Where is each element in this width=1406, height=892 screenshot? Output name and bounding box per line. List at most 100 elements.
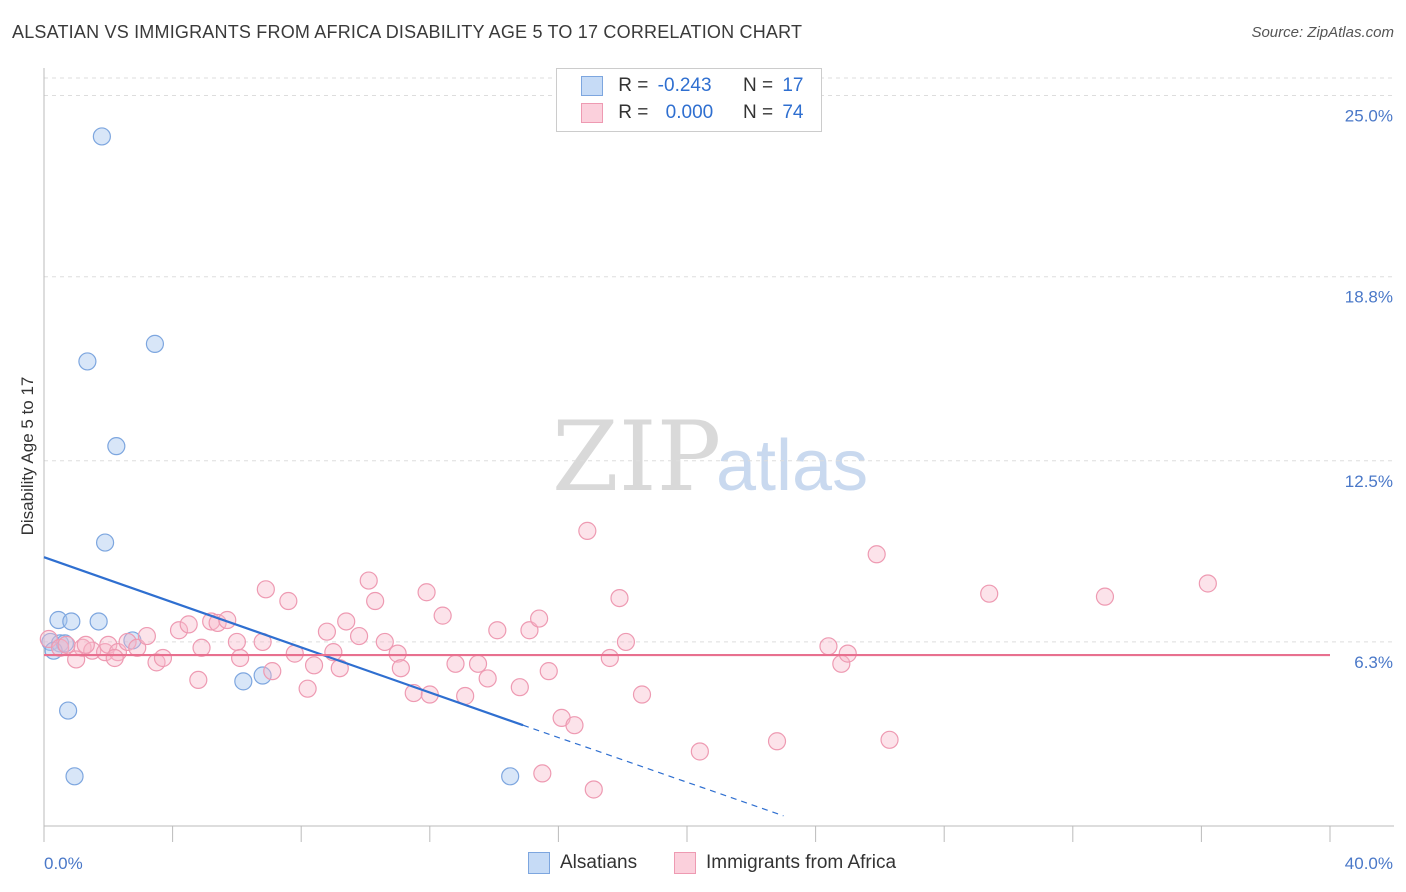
africa-point bbox=[337, 612, 356, 631]
africa-point bbox=[263, 662, 282, 681]
gridlines bbox=[44, 77, 1394, 643]
africa-point bbox=[153, 648, 173, 668]
africa-point bbox=[169, 621, 189, 640]
y-tick-label: 25.0% bbox=[1345, 107, 1393, 126]
africa-point bbox=[838, 644, 857, 663]
legend-n-label: N = bbox=[742, 102, 774, 123]
alsatian-point bbox=[89, 612, 108, 631]
alsatians-trend-extension bbox=[522, 724, 784, 817]
legend-n-label: N = bbox=[742, 75, 774, 96]
africa-point bbox=[359, 571, 378, 590]
watermark-atlas: atlas bbox=[716, 426, 868, 506]
bottom-legend-label: Immigrants from Africa bbox=[706, 852, 897, 874]
africa-point bbox=[867, 545, 886, 564]
africa-point bbox=[539, 662, 558, 681]
africa-point bbox=[67, 650, 86, 669]
africa-point bbox=[433, 606, 452, 625]
legend-r-label: R = bbox=[618, 75, 649, 96]
africa-point bbox=[520, 621, 539, 640]
alsatian-point bbox=[62, 612, 81, 631]
tick-labels: 6.3% 12.5% 18.8% 25.0% 0.0% 40.0% bbox=[44, 107, 1393, 873]
africa-point bbox=[128, 638, 147, 657]
alsatian-point bbox=[145, 334, 165, 353]
africa-point bbox=[366, 591, 385, 611]
bottom-legend-africa: Immigrants from Africa bbox=[674, 852, 896, 874]
chart-title: ALSATIAN VS IMMIGRANTS FROM AFRICA DISAB… bbox=[12, 22, 803, 42]
axes bbox=[43, 68, 1394, 842]
africa-point bbox=[118, 632, 137, 652]
africa-point bbox=[530, 609, 549, 628]
africa-point bbox=[446, 654, 465, 673]
africa-point bbox=[279, 591, 298, 611]
alsatian-point bbox=[59, 701, 78, 720]
africa-point bbox=[349, 626, 369, 646]
bottom-legend-label: Alsatians bbox=[560, 852, 638, 874]
africa-point bbox=[819, 637, 838, 656]
africa-point bbox=[468, 654, 488, 673]
alsatian-point bbox=[95, 533, 115, 552]
africa-point bbox=[304, 656, 324, 675]
africa-point bbox=[533, 764, 552, 783]
africa-point bbox=[565, 716, 584, 735]
legend-swatch-africa bbox=[581, 102, 603, 123]
africa-point bbox=[317, 622, 337, 641]
africa-point bbox=[610, 588, 629, 608]
africa-point bbox=[690, 742, 709, 761]
x-tick-label: 0.0% bbox=[44, 854, 83, 873]
africa-point bbox=[632, 685, 652, 704]
x-tick-label: 40.0% bbox=[1345, 854, 1393, 873]
africa-point bbox=[57, 635, 76, 654]
alsatian-point bbox=[92, 127, 111, 146]
data-points bbox=[39, 127, 1217, 799]
legend-r-value: 0.000 bbox=[665, 102, 714, 123]
africa-point bbox=[880, 730, 899, 749]
africa-point bbox=[256, 580, 275, 599]
africa-point bbox=[478, 669, 497, 688]
alsatian-point bbox=[50, 634, 70, 653]
legend-row-africa: R = 0.000 N = 74 bbox=[581, 102, 803, 124]
africa-point bbox=[227, 632, 246, 652]
africa-point bbox=[388, 644, 407, 663]
legend-r-label: R = bbox=[618, 102, 649, 123]
africa-point bbox=[584, 780, 603, 799]
alsatian-point bbox=[107, 437, 126, 456]
legend-row-alsatians: R = -0.243 N = 17 bbox=[581, 75, 803, 97]
bottom-legend-swatch-alsatians bbox=[528, 852, 550, 874]
legend-n-value: 17 bbox=[782, 75, 804, 96]
africa-point bbox=[76, 635, 95, 654]
africa-point bbox=[600, 648, 619, 668]
bottom-legend-swatch-africa bbox=[674, 852, 696, 874]
alsatian-point bbox=[501, 767, 520, 786]
africa-point bbox=[298, 679, 317, 698]
africa-point bbox=[375, 632, 394, 652]
alsatian-point bbox=[253, 666, 272, 685]
africa-point bbox=[105, 648, 124, 668]
alsatian-point bbox=[65, 767, 84, 786]
africa-point bbox=[137, 626, 156, 646]
africa-point bbox=[189, 670, 208, 690]
africa-point bbox=[391, 659, 410, 678]
africa-point bbox=[192, 638, 211, 657]
africa-point bbox=[488, 621, 507, 640]
africa-point bbox=[231, 648, 250, 668]
africa-point bbox=[1095, 587, 1115, 606]
trend-lines bbox=[43, 556, 1330, 817]
africa-point bbox=[179, 615, 198, 634]
legend-n-value: 74 bbox=[782, 102, 804, 123]
africa-point bbox=[578, 521, 597, 540]
africa-point bbox=[510, 678, 529, 697]
y-tick-label: 12.5% bbox=[1345, 472, 1393, 491]
alsatian-point bbox=[78, 352, 97, 371]
africa-point bbox=[1198, 574, 1217, 593]
alsatian-point bbox=[234, 672, 253, 691]
source-label: Source: ZipAtlas.com bbox=[1251, 24, 1394, 41]
bottom-legend-alsatians: Alsatians bbox=[528, 852, 637, 874]
y-tick-label: 6.3% bbox=[1354, 653, 1393, 672]
africa-point bbox=[767, 732, 787, 751]
africa-point bbox=[330, 659, 349, 678]
correlation-legend: R = -0.243 N = 17 R = 0.000 N = 74 bbox=[556, 68, 822, 132]
africa-point bbox=[218, 610, 237, 630]
y-tick-label: 18.8% bbox=[1345, 288, 1393, 307]
alsatians-trend-line bbox=[43, 556, 524, 727]
